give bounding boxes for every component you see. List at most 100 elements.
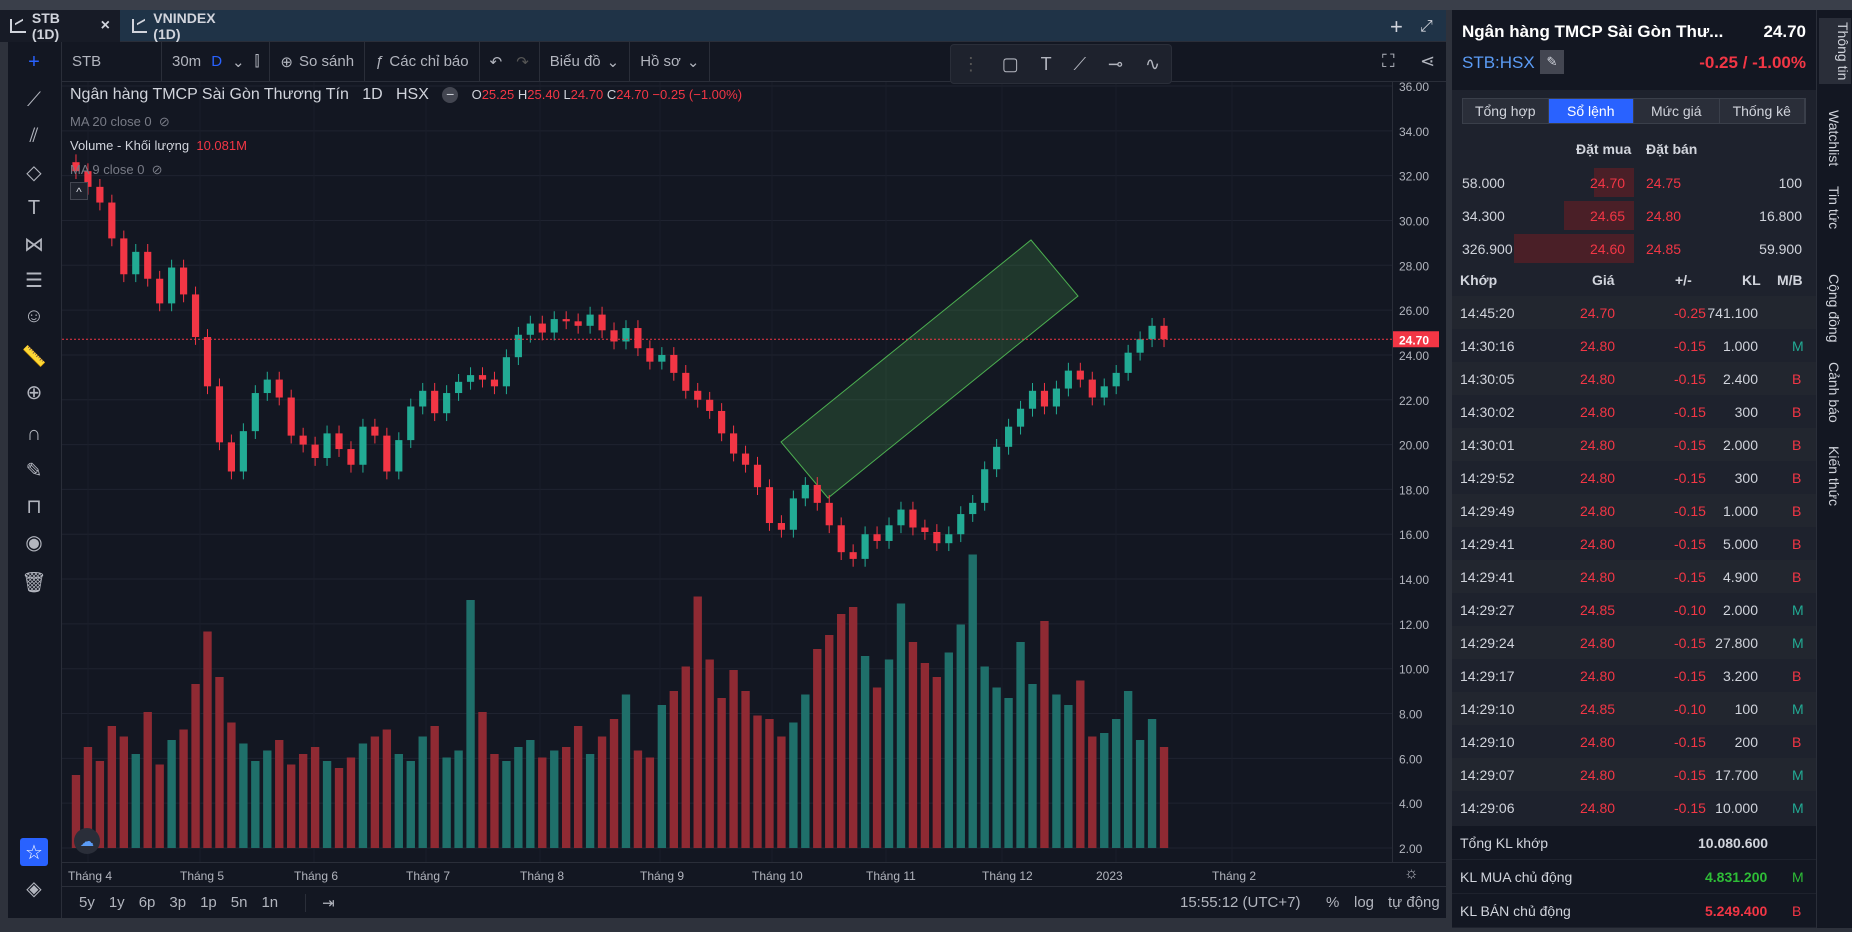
fx-icon: ƒ: [375, 53, 384, 70]
x-tick-label: Tháng 2: [1212, 869, 1256, 883]
interval-label[interactable]: 30m: [172, 53, 202, 70]
orderbook-row[interactable]: 326.900 24.60 24.85 59.900: [1452, 232, 1816, 265]
eye-off-icon[interactable]: ⊘: [151, 162, 163, 177]
fib-icon[interactable]: ⫽: [29, 124, 39, 147]
vtab-canh-bao[interactable]: Cảnh báo: [1826, 362, 1842, 423]
settings-icon[interactable]: ☼: [1404, 865, 1419, 882]
star-icon[interactable]: ☆: [20, 838, 48, 866]
text-icon[interactable]: T: [1040, 53, 1052, 74]
candle-body: [191, 294, 200, 338]
share-icon[interactable]: ⋖: [1420, 51, 1436, 71]
compare-button[interactable]: ⊕ So sánh: [270, 41, 366, 82]
vtab-thong-tin[interactable]: Thông tin: [1819, 18, 1851, 85]
ask-price[interactable]: 24.75: [1646, 175, 1682, 191]
tab-vnindex[interactable]: VNINDEX (1D): [122, 10, 252, 42]
range-1y[interactable]: 1y: [108, 894, 125, 911]
eye-off-icon[interactable]: ⊘: [158, 114, 170, 129]
trendline-icon[interactable]: ⟋: [1073, 53, 1087, 74]
time-axis[interactable]: Tháng 4 Tháng 5 Tháng 6 Tháng 7 Tháng 8 Tháng…: [62, 862, 1446, 886]
interval-selector[interactable]: 30m D ⌄ ⫿: [162, 41, 271, 82]
indicators-label: Các chỉ báo: [389, 53, 469, 70]
candle-body: [431, 390, 439, 414]
chart-svg[interactable]: [62, 82, 1392, 862]
edit-icon[interactable]: ✎: [1540, 50, 1564, 74]
percent-toggle[interactable]: %: [1326, 894, 1340, 911]
volume-bar: [358, 743, 368, 848]
collapse-icon[interactable]: −: [442, 87, 459, 103]
volume-bar: [741, 691, 750, 848]
pattern-icon[interactable]: ◇: [26, 161, 42, 184]
tab-so-lenh[interactable]: Sổ lệnh: [1548, 99, 1634, 123]
tab-thong-ke[interactable]: Thống kê: [1719, 99, 1805, 123]
y-tick-label: 8.00: [1399, 708, 1423, 722]
ask-price[interactable]: 24.80: [1646, 208, 1682, 224]
emoji-icon[interactable]: ☺: [23, 304, 45, 327]
magnet-icon[interactable]: ∩: [26, 422, 42, 445]
bid-price[interactable]: 24.60: [1590, 241, 1626, 257]
undo-icon[interactable]: ↶: [489, 53, 503, 71]
trade-change: -0.15: [1674, 668, 1706, 684]
trash-icon[interactable]: 🗑: [21, 571, 47, 594]
lock-drawing-icon[interactable]: ✎: [25, 459, 43, 482]
range-3p[interactable]: 3p: [169, 894, 187, 911]
zoom-icon[interactable]: ⊕: [25, 381, 43, 404]
trade-side: B: [1792, 437, 1802, 453]
expand-icon[interactable]: ⤢: [1420, 18, 1433, 35]
range-5y[interactable]: 5y: [79, 894, 95, 911]
candles-icon[interactable]: ⫿: [254, 53, 260, 70]
time-display[interactable]: 15:55:12 (UTC+7): [1180, 894, 1301, 911]
text-icon[interactable]: T: [27, 196, 41, 219]
xabcd-icon[interactable]: ⋈: [24, 233, 44, 256]
trendline-icon[interactable]: ⟋: [27, 88, 41, 111]
vtab-tin-tuc[interactable]: Tin tức: [1826, 186, 1842, 230]
interval-active[interactable]: D: [211, 53, 223, 70]
rectangle-icon[interactable]: ▢: [1001, 53, 1019, 74]
symbol-code[interactable]: STB:HSX: [1462, 53, 1535, 72]
auto-toggle[interactable]: tự động: [1388, 894, 1440, 911]
trade-volume: 17.700: [1715, 767, 1758, 783]
fullscreen-icon[interactable]: ⛶: [1382, 51, 1395, 71]
symbol-header: Ngân hàng TMCP Sài Gòn Thư... 24.70 STB:…: [1452, 10, 1816, 90]
bid-price[interactable]: 24.65: [1590, 208, 1626, 224]
vtab-kien-thuc[interactable]: Kiến thức: [1826, 446, 1842, 506]
redo-icon[interactable]: ↷: [516, 53, 529, 71]
orderbook-row[interactable]: 34.300 24.65 24.80 16.800: [1452, 199, 1816, 232]
collapse-legend-icon[interactable]: ^: [70, 182, 88, 200]
log-toggle[interactable]: log: [1354, 894, 1375, 911]
indicators-button[interactable]: ƒ Các chỉ báo: [365, 41, 480, 82]
chart-area[interactable]: Ngân hàng TMCP Sài Gòn Thương Tín 1D HSX…: [62, 82, 1392, 862]
range-6p[interactable]: 6p: [138, 894, 156, 911]
drag-handle-icon[interactable]: ⋮: [961, 53, 980, 74]
ask-price[interactable]: 24.85: [1646, 241, 1682, 257]
price-axis[interactable]: 36.00 34.00 32.00 30.00 28.00 26.00 24.00 22.00…: [1392, 80, 1446, 862]
tab-stb[interactable]: STB (1D) ×: [0, 10, 120, 42]
gann-icon[interactable]: ☰: [25, 269, 43, 292]
ruler-icon[interactable]: 📏: [21, 345, 47, 368]
vtab-watchlist[interactable]: Watchlist: [1826, 110, 1842, 167]
range-5n[interactable]: 5n: [230, 894, 248, 911]
orderbook-row[interactable]: 58.000 24.70 24.75 100: [1452, 166, 1816, 199]
candle-body: [957, 514, 965, 535]
date-range-icon[interactable]: ⇥: [305, 893, 342, 912]
close-icon[interactable]: ×: [100, 17, 110, 34]
range-1n[interactable]: 1n: [261, 894, 279, 911]
tab-muc-gia[interactable]: Mức giá: [1634, 99, 1720, 123]
tab-tong-hop[interactable]: Tổng hợp: [1463, 99, 1549, 123]
symbol-search[interactable]: STB: [62, 41, 162, 82]
eye-icon[interactable]: ◉: [25, 531, 43, 554]
path-icon[interactable]: ∿: [1144, 53, 1161, 74]
crosshair-icon[interactable]: +: [28, 50, 40, 73]
horizontal-line-icon[interactable]: ⊸: [1107, 53, 1124, 74]
bid-price[interactable]: 24.70: [1590, 175, 1626, 191]
range-1p[interactable]: 1p: [200, 894, 217, 911]
trade-row: 14:30:05 24.80 -0.15 2.400 B: [1452, 362, 1816, 395]
volume-bar: [1123, 691, 1133, 848]
add-tab-icon[interactable]: +: [1390, 14, 1403, 39]
volume-legend: Volume - Khối lượng 10.081M: [70, 138, 247, 153]
lock-icon[interactable]: ⊓: [26, 495, 42, 518]
chart-type-button[interactable]: Biểu đồ ⌄: [540, 41, 631, 82]
cloud-icon[interactable]: ☁: [74, 828, 100, 854]
vtab-cong-dong[interactable]: Cộng đồng: [1826, 274, 1842, 343]
profile-button[interactable]: Hồ sơ ⌄: [630, 41, 711, 82]
layers-icon[interactable]: ◈: [26, 877, 42, 900]
